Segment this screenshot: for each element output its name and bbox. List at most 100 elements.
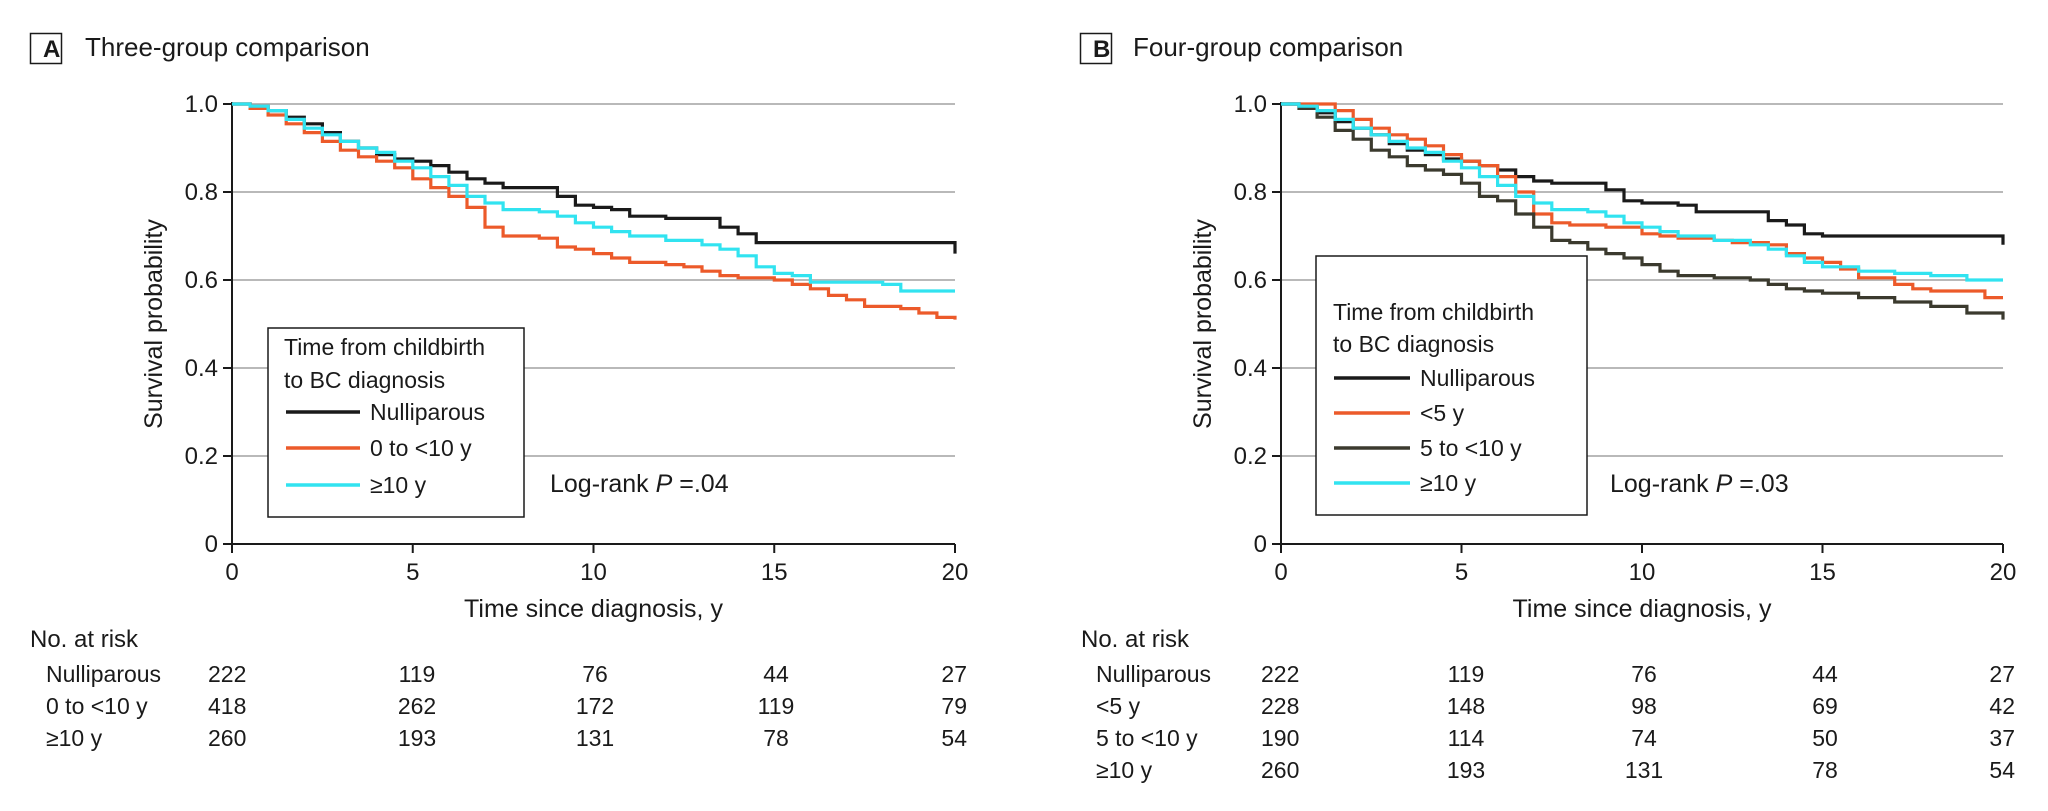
- legend-item-label: ≥10 y: [370, 472, 427, 498]
- legend-item-label: <5 y: [1420, 400, 1465, 426]
- legend: Time from childbirth to BC diagnosis Nulli…: [1315, 255, 1588, 516]
- y-tick-label: 0.8: [1234, 179, 1267, 206]
- logrank-annotation: Log-rank P =.03: [1610, 470, 1789, 498]
- risk-cell-value: 27: [1989, 661, 2015, 687]
- risk-cell-value: 42: [1989, 693, 2015, 719]
- risk-table-heading: No. at risk: [1081, 626, 1190, 653]
- y-tick-label: 1.0: [185, 91, 218, 118]
- risk-cell-value: 76: [582, 661, 608, 687]
- x-tick-label: 0: [225, 559, 238, 586]
- legend-item-label: 5 to <10 y: [1420, 435, 1522, 461]
- risk-cell-value: 76: [1631, 661, 1657, 687]
- x-tick-label: 10: [580, 559, 607, 586]
- risk-cell-value: 193: [398, 725, 436, 751]
- x-tick-label: 0: [1274, 559, 1287, 586]
- risk-cell-value: 37: [1989, 725, 2015, 751]
- risk-cell-value: 119: [758, 693, 795, 719]
- risk-row-label: <5 y: [1096, 693, 1141, 719]
- risk-cell-value: 54: [1989, 757, 2015, 783]
- risk-cell-value: 79: [941, 693, 967, 719]
- risk-cell-value: 69: [1812, 693, 1838, 719]
- y-tick-label: 0: [1254, 531, 1267, 558]
- risk-cell-value: 119: [399, 661, 436, 687]
- risk-cell-value: 260: [1261, 757, 1299, 783]
- risk-cell-value: 228: [1261, 693, 1299, 719]
- risk-cell-value: 44: [763, 661, 789, 687]
- y-tick-label: 0: [205, 531, 218, 558]
- series-line-0-to-10-y: [232, 102, 957, 320]
- risk-cell-value: 222: [1261, 661, 1299, 687]
- y-tick-label: 0.4: [185, 355, 218, 382]
- risk-cell-value: 172: [576, 693, 614, 719]
- risk-row-label: Nulliparous: [1096, 661, 1211, 687]
- risk-row-label: 5 to <10 y: [1096, 725, 1198, 751]
- panel-letter: B: [1093, 36, 1110, 63]
- y-tick-label: 0.4: [1234, 355, 1267, 382]
- risk-cell-value: 190: [1261, 725, 1299, 751]
- panel-letter: A: [43, 36, 60, 63]
- legend-item-label: Nulliparous: [370, 399, 485, 425]
- chart-panel-a: A Three-group comparison 0 0.2 0.4 0.6 0.8 1.0 0…: [29, 32, 969, 751]
- risk-table-heading: No. at risk: [30, 626, 139, 653]
- series-line-10-y: [1281, 102, 2003, 282]
- legend-item-label: Nulliparous: [1420, 365, 1535, 391]
- logrank-p: P: [656, 470, 673, 498]
- legend-title-line: Time from childbirth: [284, 334, 485, 360]
- legend-item-label: 0 to <10 y: [370, 435, 472, 461]
- legend-title-line: Time from childbirth: [1333, 299, 1534, 325]
- logrank-prefix: Log-rank: [550, 470, 656, 498]
- x-tick-label: 20: [1990, 559, 2017, 586]
- x-tick-label: 10: [1629, 559, 1656, 586]
- x-tick-label: 20: [942, 559, 969, 586]
- risk-cell-value: 44: [1812, 661, 1838, 687]
- logrank-prefix: Log-rank: [1610, 470, 1716, 498]
- logrank-p: P: [1716, 470, 1733, 498]
- y-axis-label: Survival probability: [140, 219, 168, 429]
- y-tick-label: 0.8: [185, 179, 218, 206]
- risk-cell-value: 74: [1631, 725, 1657, 751]
- risk-row-label: ≥10 y: [1096, 757, 1153, 783]
- risk-cell-value: 98: [1631, 693, 1657, 719]
- y-tick-label: 0.6: [1234, 267, 1267, 294]
- panel-title: Four-group comparison: [1133, 32, 1403, 62]
- risk-cell-value: 27: [941, 661, 967, 687]
- risk-cell-value: 260: [208, 725, 246, 751]
- x-axis-label: Time since diagnosis, y: [1513, 595, 1772, 623]
- panel-title: Three-group comparison: [85, 32, 370, 62]
- risk-cell-value: 78: [763, 725, 789, 751]
- series-line-nulliparous: [232, 102, 957, 254]
- risk-table: No. at risk Nulliparous 222 119 76 44 27 0 to <…: [30, 626, 967, 751]
- risk-row-label: ≥10 y: [46, 725, 103, 751]
- legend: Time from childbirth to BC diagnosis Nulli…: [267, 327, 525, 518]
- risk-cell-value: 148: [1447, 693, 1485, 719]
- risk-cell-value: 222: [208, 661, 246, 687]
- risk-cell-value: 193: [1447, 757, 1485, 783]
- logrank-value: =.04: [672, 470, 728, 498]
- risk-cell-value: 54: [941, 725, 967, 751]
- x-tick-label: 15: [761, 559, 788, 586]
- risk-cell-value: 50: [1812, 725, 1838, 751]
- chart-panel-b: B Four-group comparison 0 0.2 0.4 0.6 0.8 1.0 0 5…: [1079, 32, 2017, 783]
- legend-title-line: to BC diagnosis: [284, 367, 445, 393]
- y-axis-label: Survival probability: [1189, 219, 1217, 429]
- risk-cell-value: 131: [1625, 757, 1663, 783]
- y-tick-label: 0.2: [185, 443, 218, 470]
- x-tick-label: 5: [1455, 559, 1468, 586]
- logrank-annotation: Log-rank P =.04: [550, 470, 729, 498]
- x-tick-label: 5: [406, 559, 419, 586]
- legend-item-label: ≥10 y: [1420, 470, 1477, 496]
- risk-row-label: 0 to <10 y: [46, 693, 148, 719]
- risk-cell-value: 78: [1812, 757, 1838, 783]
- y-tick-label: 0.6: [185, 267, 218, 294]
- legend-title-line: to BC diagnosis: [1333, 331, 1494, 357]
- risk-cell-value: 119: [1448, 661, 1485, 687]
- x-tick-label: 15: [1809, 559, 1836, 586]
- series-line-5-to-10-y: [1281, 102, 2005, 320]
- risk-cell-value: 114: [1448, 725, 1485, 751]
- logrank-value: =.03: [1732, 470, 1788, 498]
- risk-table: No. at risk Nulliparous 222 119 76 44 27 <5 y 22…: [1081, 626, 2015, 783]
- x-axis-label: Time since diagnosis, y: [464, 595, 723, 623]
- y-tick-label: 1.0: [1234, 91, 1267, 118]
- series-line-10-y: [232, 102, 955, 293]
